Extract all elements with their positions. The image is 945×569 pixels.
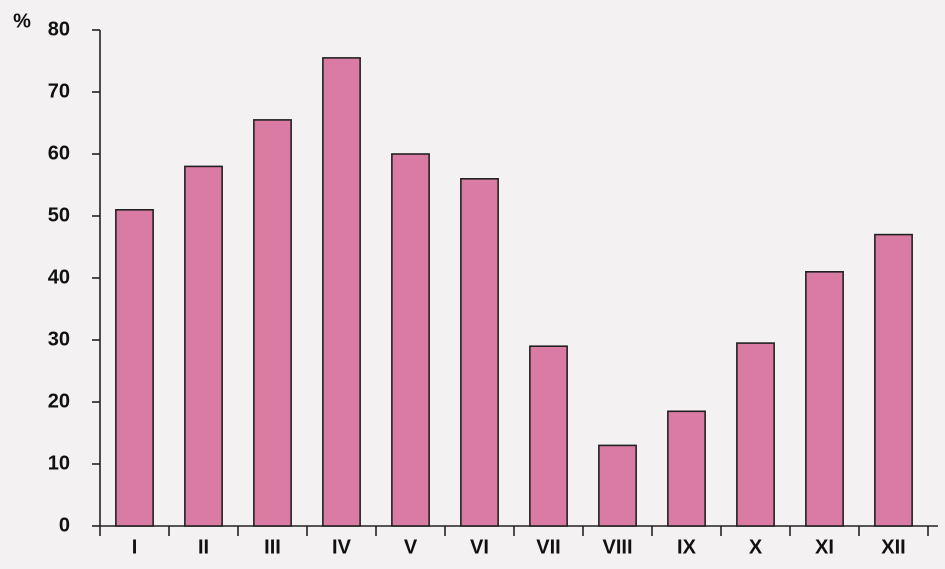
x-tick-label: X — [749, 536, 763, 558]
bar — [667, 410, 706, 527]
bar — [184, 165, 223, 527]
y-tick-label: 30 — [48, 328, 70, 350]
y-tick-label: 80 — [48, 18, 70, 40]
x-tick-label: V — [404, 536, 418, 558]
x-tick-label: XII — [881, 536, 905, 558]
bar — [529, 345, 568, 527]
x-tick-label: XI — [815, 536, 834, 558]
y-tick-label: 70 — [48, 80, 70, 102]
bar — [391, 153, 430, 527]
x-tick-label: IX — [677, 536, 697, 558]
y-tick-label: 10 — [48, 452, 70, 474]
x-tick-label: VII — [536, 536, 560, 558]
bar — [322, 57, 361, 527]
bar — [736, 342, 775, 527]
x-tick-label: II — [198, 536, 209, 558]
y-tick-label: 20 — [48, 390, 70, 412]
bar — [874, 233, 913, 527]
x-tick-label: I — [132, 536, 138, 558]
x-tick-label: VIII — [602, 536, 632, 558]
bar — [253, 119, 292, 527]
bar — [115, 209, 154, 527]
bar — [805, 270, 844, 527]
y-tick-label: 0 — [59, 514, 70, 536]
y-tick-label: 60 — [48, 142, 70, 164]
bar — [460, 178, 499, 527]
y-tick-label: 50 — [48, 204, 70, 226]
y-axis-label: % — [13, 10, 31, 32]
y-tick-label: 40 — [48, 266, 70, 288]
x-tick-label: III — [264, 536, 281, 558]
x-tick-label: VI — [470, 536, 489, 558]
x-tick-label: IV — [332, 536, 352, 558]
bar — [598, 444, 637, 527]
